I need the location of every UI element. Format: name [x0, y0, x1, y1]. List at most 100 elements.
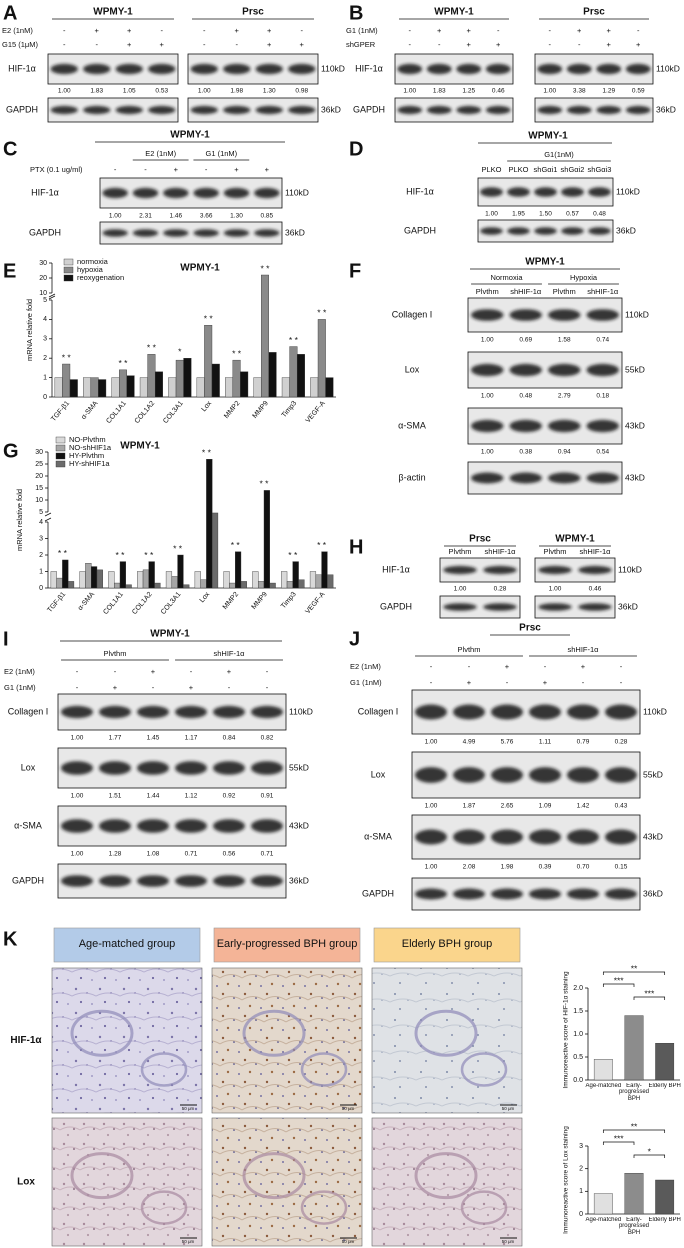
lane-label: shHIF-1α — [510, 287, 542, 296]
band-quantification: 0.57 — [566, 211, 579, 218]
bar — [96, 569, 103, 589]
gland — [460, 1052, 508, 1087]
bar — [281, 377, 290, 398]
blot-band — [596, 63, 622, 75]
blot-band — [471, 472, 504, 484]
blot-band — [605, 767, 637, 783]
band-quantification: 1.30 — [230, 213, 243, 220]
blot-band — [61, 705, 93, 719]
protein-label: HIF-1α — [355, 63, 383, 73]
bar — [296, 354, 305, 398]
blot-band — [99, 819, 131, 833]
size-label: 55kD — [289, 762, 309, 772]
bar — [165, 571, 173, 589]
x-tick-label-box: Early-progressed BPH — [619, 1083, 649, 1102]
band-quantification: 0.18 — [596, 393, 609, 400]
legend-label: HY-shHIF1a — [69, 459, 110, 468]
legend-label: reoxygenation — [77, 273, 124, 282]
protein-label: GAPDH — [380, 601, 412, 611]
x-tick-label: COL1A2 — [134, 400, 157, 425]
protein-label: GAPDH — [29, 227, 61, 237]
bar — [147, 354, 156, 398]
legend-swatch — [55, 444, 66, 452]
band-quantification: 1.12 — [185, 793, 198, 800]
treatment-sign: - — [63, 40, 66, 49]
treatment-sign: + — [577, 26, 582, 35]
panel-letter: I — [3, 628, 9, 650]
bar — [90, 566, 98, 589]
significance-mark: * * — [288, 550, 298, 560]
significance-mark: *** — [614, 1133, 625, 1143]
blot-band — [223, 229, 250, 237]
condition-label: E2 (1nM) — [2, 26, 33, 35]
bar — [183, 584, 190, 589]
y-axis-label: mRNA relative fold — [25, 299, 34, 361]
group-header-box: Elderly BPH group — [402, 938, 493, 950]
band-quantification: 0.39 — [539, 864, 552, 871]
blot-band — [567, 767, 599, 783]
y-tick-label: 5 — [43, 297, 47, 304]
blot-title: WPMY-1 — [555, 534, 595, 545]
band-quantification: 0.98 — [295, 88, 308, 95]
band-quantification: 0.15 — [615, 864, 628, 871]
blot-band — [288, 63, 316, 75]
blot-band — [255, 105, 283, 115]
blot-band — [586, 472, 619, 484]
band-quantification: 1.30 — [263, 88, 276, 95]
bar — [234, 551, 242, 589]
y-tick-label: 15 — [35, 485, 43, 492]
blot-band — [588, 187, 611, 197]
size-label: 110kD — [625, 309, 649, 319]
protein-label: GAPDH — [362, 888, 394, 898]
blot-band — [415, 888, 447, 900]
group-header-box: Age-matched group — [79, 938, 176, 950]
blot-band — [485, 63, 511, 75]
blot-band — [509, 309, 542, 321]
legend-label: hypoxia — [77, 265, 104, 274]
protein-label: HIF-1α — [8, 63, 36, 73]
bar — [139, 377, 148, 398]
bar — [142, 569, 149, 589]
band-quantification: 5.76 — [501, 739, 514, 746]
size-label: 110kD — [616, 186, 640, 196]
band-quantification: 1.00 — [454, 586, 467, 593]
gland — [414, 1152, 478, 1200]
band-quantification: 0.69 — [519, 337, 532, 344]
panel-letter: D — [349, 138, 363, 160]
blot-band — [415, 829, 447, 845]
blot-band — [213, 705, 245, 719]
band-quantification: 0.85 — [261, 213, 274, 220]
legend-label: normoxia — [77, 257, 109, 266]
treatment-sign: - — [620, 678, 623, 687]
bar — [309, 571, 317, 589]
blot-band — [456, 105, 482, 115]
bar — [327, 574, 334, 589]
size-label: 110kD — [289, 706, 313, 716]
band-quantification: 1.51 — [109, 793, 122, 800]
band-quantification: 1.77 — [109, 735, 122, 742]
blot-band — [586, 419, 619, 433]
blot-band — [548, 419, 581, 433]
condition-label: G1 (1nM) — [350, 678, 382, 687]
band-quantification: 1.28 — [109, 851, 122, 858]
blot-band — [223, 105, 251, 115]
micrograph — [371, 1117, 523, 1247]
comparison-bracket — [602, 1141, 635, 1145]
treatment-sign: + — [265, 165, 270, 174]
protein-label: HIF-1α — [31, 187, 59, 197]
treatment-sign: - — [96, 40, 99, 49]
y-tick-label: 3 — [579, 1143, 583, 1150]
y-tick-label: 2.0 — [573, 985, 583, 992]
treatment-sign: + — [234, 165, 239, 174]
x-tick-label: Age-matched — [585, 1217, 622, 1223]
band-quantification: 0.38 — [519, 449, 532, 456]
legend-label: NO-Plvthm — [69, 435, 106, 444]
x-tick-label: VEGF-A — [305, 400, 327, 425]
band-quantification: 1.17 — [185, 735, 198, 742]
group-label: shHIF-1α — [213, 649, 245, 658]
treatment-sign: + — [467, 26, 472, 35]
blot-title: WPMY-1 — [528, 131, 568, 142]
treatment-sign: - — [203, 40, 206, 49]
blot-band — [534, 227, 557, 235]
blot-band — [491, 829, 523, 845]
